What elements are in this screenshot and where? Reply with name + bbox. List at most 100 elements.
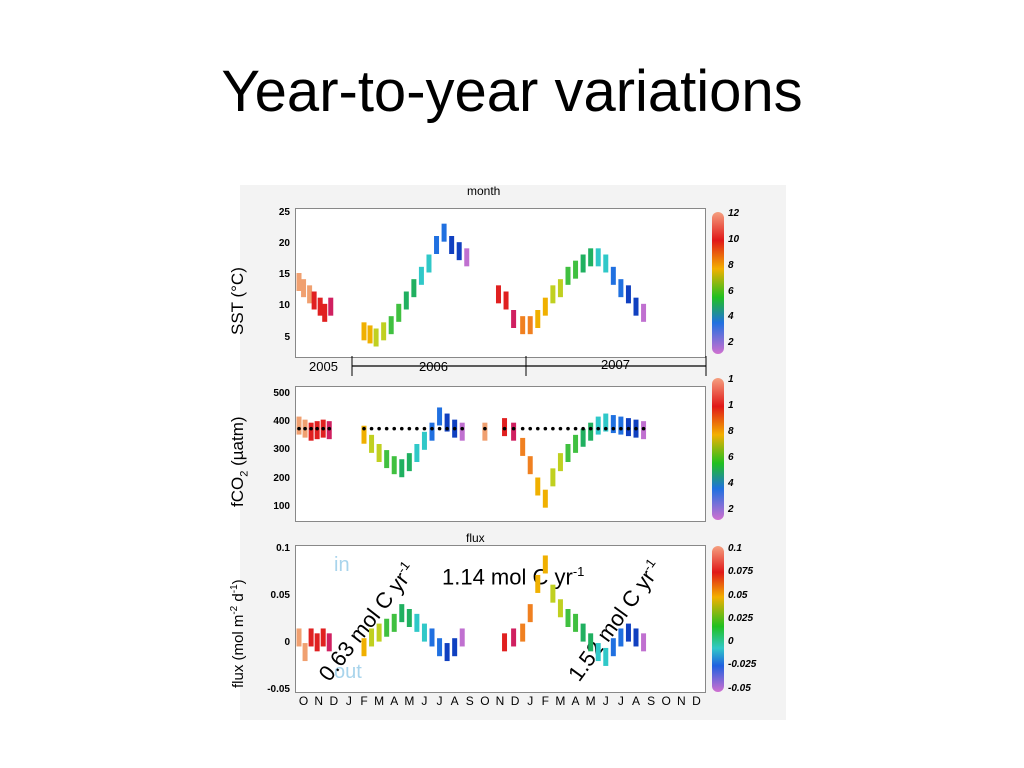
data-point: [302, 643, 308, 662]
data-point: [603, 413, 609, 432]
data-point: [588, 422, 594, 441]
data-point: [610, 266, 616, 285]
data-point: [444, 413, 450, 432]
data-point: [557, 599, 563, 618]
data-point: [396, 303, 402, 322]
atmospheric-fco2-dot: [362, 426, 366, 431]
month-tick-label: M: [374, 694, 385, 708]
data-point: [625, 623, 631, 642]
month-tick-label: A: [631, 694, 640, 708]
atmospheric-fco2-dot: [511, 426, 516, 431]
month-tick-label: O: [480, 694, 490, 708]
month-label: month: [467, 184, 501, 198]
month-tick-label: S: [465, 694, 474, 708]
data-point: [317, 297, 323, 316]
flux-ytick: 0: [284, 637, 290, 648]
data-point: [308, 628, 314, 647]
fco2-colorbar-tick: 6: [728, 452, 734, 463]
data-point: [542, 489, 548, 508]
atmospheric-fco2-dot: [543, 426, 548, 431]
flux-label: flux: [466, 531, 485, 545]
month-tick-label: A: [450, 694, 459, 708]
fco2-colorbar-tick: 2: [728, 504, 734, 515]
data-point: [456, 242, 462, 261]
data-point: [641, 633, 647, 652]
data-point: [437, 407, 443, 426]
atmospheric-fco2-dot: [321, 426, 326, 431]
atmospheric-fco2-dot: [309, 426, 313, 431]
data-point: [459, 628, 465, 647]
data-point: [421, 623, 427, 642]
fco2-plot: [295, 386, 706, 522]
data-point: [482, 422, 488, 441]
atmospheric-fco2-dot: [452, 426, 457, 431]
data-point: [520, 316, 526, 335]
sst-ytick: 5: [284, 332, 290, 343]
data-point: [406, 609, 412, 627]
flux-colorbar-tick: 0.05: [728, 590, 748, 601]
data-point: [573, 613, 579, 632]
data-point: [301, 279, 307, 298]
month-tick-label: D: [510, 694, 520, 708]
data-point: [399, 604, 405, 623]
data-point: [388, 316, 394, 335]
data-point: [633, 297, 639, 316]
atmospheric-fco2-dot: [430, 426, 434, 431]
data-point: [550, 285, 556, 304]
fco2-colorbar-tick: 8: [728, 426, 734, 437]
data-point: [580, 623, 586, 642]
flux-ytick: -0.05: [267, 684, 290, 695]
data-point: [542, 297, 548, 316]
data-point: [641, 303, 647, 322]
data-point: [557, 279, 563, 298]
data-point: [618, 416, 624, 435]
data-point: [411, 279, 417, 298]
month-colorbar-tick: 8: [728, 260, 734, 271]
data-point: [565, 266, 571, 285]
year-label-2007: 2007: [601, 357, 630, 372]
data-point: [573, 260, 579, 279]
fco2-colorbar: [712, 378, 724, 520]
month-colorbar-tick: 2: [728, 337, 734, 348]
data-point: [527, 456, 533, 475]
data-point: [535, 477, 541, 496]
atmospheric-fco2-dot: [535, 426, 540, 431]
data-point: [296, 273, 302, 291]
flux-colorbar: [712, 546, 724, 692]
month-colorbar-tick: 6: [728, 286, 734, 297]
data-point: [511, 628, 517, 647]
atmospheric-fco2-dot: [415, 426, 419, 431]
atmospheric-fco2-dot: [528, 426, 533, 431]
data-point: [603, 254, 609, 273]
data-point: [429, 628, 435, 647]
atmospheric-fco2-dot: [641, 426, 646, 431]
data-point: [414, 613, 420, 632]
month-colorbar: [712, 212, 724, 354]
data-point: [296, 416, 302, 435]
month-colorbar-tick: 12: [728, 208, 740, 219]
data-point: [464, 248, 470, 267]
data-point: [361, 425, 367, 444]
atmospheric-fco2-dot: [445, 426, 449, 431]
data-point: [376, 444, 382, 462]
atmospheric-fco2-dot: [619, 426, 623, 431]
data-point: [610, 415, 616, 434]
atmospheric-fco2-dot: [611, 426, 616, 431]
data-point: [406, 453, 412, 472]
flux-plot: [295, 545, 706, 693]
month-tick-label: M: [585, 694, 596, 708]
data-point: [308, 422, 314, 441]
atmospheric-fco2-dot: [626, 426, 631, 431]
atmospheric-fco2-dot: [303, 426, 307, 431]
data-point: [311, 291, 317, 310]
month-tick-label: J: [617, 694, 624, 708]
data-point: [322, 303, 328, 322]
data-point: [326, 633, 332, 652]
month-tick-label: F: [360, 694, 368, 708]
data-point: [373, 328, 379, 347]
data-point: [444, 643, 450, 662]
atmospheric-fco2-dot: [502, 426, 507, 431]
data-point: [328, 297, 334, 316]
month-tick-label: A: [390, 694, 399, 708]
data-point: [520, 437, 526, 456]
